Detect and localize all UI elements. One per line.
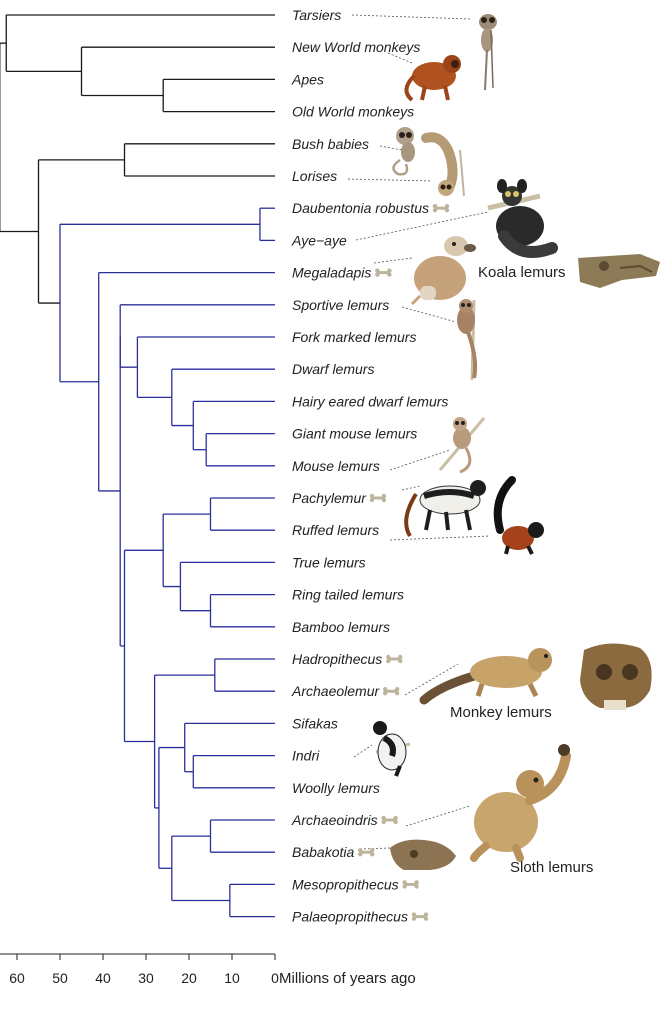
aye-aye-illustration (487, 179, 558, 258)
axis-ticks: 60 50 40 30 20 10 0 (9, 954, 279, 986)
taxon-label: Apes (291, 71, 324, 87)
taxon-label: Woolly lemurs (292, 780, 380, 796)
taxon-label: Dwarf lemurs (292, 361, 374, 377)
axis-tick-label: 30 (138, 970, 154, 986)
sportive-lemur-illustration (457, 299, 478, 381)
taxon-label: Tarsiers (292, 7, 341, 23)
bone-icon (402, 880, 419, 889)
taxon-label: Mesopropithecus (292, 876, 399, 892)
axis-tick-label: 0 (271, 970, 279, 986)
taxon-label: Bamboo lemurs (292, 619, 390, 635)
bone-icon (369, 493, 387, 503)
axis-tick-label: 60 (9, 970, 25, 986)
taxon-label: Babakotia (292, 844, 354, 860)
tree-branches (0, 14, 275, 918)
axis-tick-label: 50 (52, 970, 68, 986)
taxon-label: Palaeopropithecus (292, 909, 408, 925)
pachylemur-illustration (404, 480, 486, 538)
taxon-label: Archaeoindris (291, 812, 378, 828)
taxon-label: Hadropithecus (292, 651, 382, 667)
sloth-lemur-illustration (470, 744, 571, 862)
ruffed-lemur-illustration (493, 476, 544, 555)
koala-lemurs-label: Koala lemurs (478, 264, 566, 281)
taxon-label: Daubentonia robustus (292, 200, 429, 216)
axis-tick-label: 20 (181, 970, 197, 986)
new-world-monkey-illustration (404, 55, 461, 102)
taxon-label: Old World monkeys (292, 104, 414, 120)
bone-icon (375, 268, 392, 277)
taxon-label: Sifakas (292, 715, 338, 731)
mouse-lemur-illustration (438, 417, 486, 474)
babakotia-skull-illustration (390, 839, 456, 870)
taxon-label: Indri (292, 748, 320, 764)
koala-lemur-skull-illustration (578, 254, 660, 288)
bone-icon (358, 848, 375, 857)
monkey-lemurs-label: Monkey lemurs (450, 704, 552, 721)
axis-title: Millions of years ago (279, 970, 416, 987)
time-axis: 60 50 40 30 20 10 0 Millions of years ago (0, 953, 416, 987)
taxon-label: Fork marked lemurs (292, 329, 416, 345)
taxon-label: Aye−aye (291, 232, 347, 248)
bone-icon (386, 654, 403, 664)
taxon-label: True lemurs (292, 554, 366, 570)
megaladapis-illustration (410, 236, 476, 306)
bush-baby-illustration (392, 127, 415, 176)
tarsier-illustration (479, 14, 497, 91)
bone-icon (432, 204, 450, 213)
taxon-label: Bush babies (292, 136, 369, 152)
fossil-markers (358, 204, 450, 921)
axis-tick-label: 10 (224, 970, 240, 986)
bone-icon (411, 912, 429, 921)
taxon-labels: Tarsiers New World monkeys Apes Old World m… (291, 7, 448, 925)
taxon-label: Giant mouse lemurs (292, 426, 417, 442)
taxon-label: New World monkeys (292, 39, 420, 55)
bone-icon (381, 815, 398, 825)
taxon-label: Sportive lemurs (292, 297, 389, 313)
bone-icon (382, 687, 400, 696)
taxon-label: Lorises (292, 168, 337, 184)
monkey-lemur-skull-illustration (580, 643, 652, 710)
taxon-label: Pachylemur (292, 490, 367, 506)
taxon-label: Ruffed lemurs (292, 522, 379, 538)
loris-illustration (421, 132, 465, 197)
taxon-label: Ring tailed lemurs (292, 587, 404, 603)
archaeolemur-illustration (419, 648, 552, 705)
illustration-leader-lines (347, 14, 491, 850)
taxon-label: Hairy eared dwarf lemurs (292, 393, 448, 409)
sloth-lemurs-label: Sloth lemurs (510, 859, 593, 876)
indri-illustration (373, 721, 411, 777)
taxon-label: Megaladapis (292, 265, 371, 281)
axis-tick-label: 40 (95, 970, 111, 986)
taxon-label: Mouse lemurs (292, 458, 380, 474)
taxon-label: Archaeolemur (291, 683, 380, 699)
